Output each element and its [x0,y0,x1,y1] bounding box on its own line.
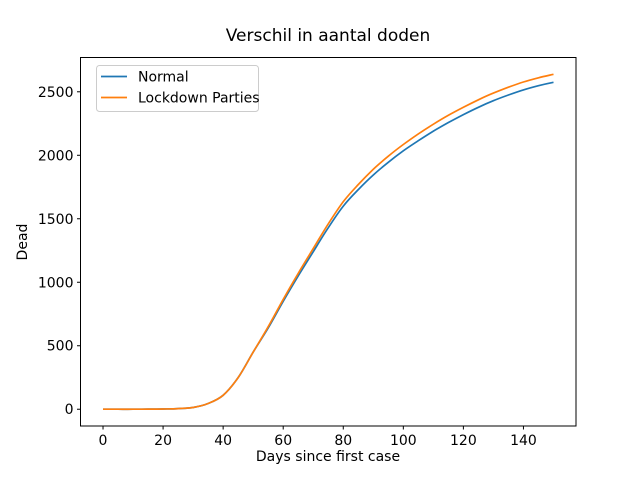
legend-label-lockdown-parties: Lockdown Parties [138,91,260,107]
y-tick-label: 1000 [38,275,74,291]
series-line-lockdown-parties [102,73,554,411]
x-tick-label: 40 [214,433,232,449]
y-tick-label: 1500 [38,212,74,228]
y-tick-label: 500 [47,339,74,355]
y-axis-label: Dead [15,224,31,261]
x-tick-label: 60 [274,433,292,449]
plot-series [102,73,554,411]
x-axis-label: Days since first case [256,449,400,465]
x-tick-label: 0 [99,433,108,449]
x-tick-label: 20 [154,433,172,449]
x-tick-label: 120 [450,433,477,449]
chart-title: Verschil in aantal doden [226,26,431,46]
x-axis-ticks: 0 20 40 60 80 100 120 140 [99,426,537,449]
x-tick-label: 100 [390,433,417,449]
y-tick-label: 2500 [38,85,74,101]
legend-box [96,65,259,112]
legend: Normal Lockdown Parties [96,65,260,112]
x-tick-label: 80 [334,433,352,449]
y-axis-ticks: 0 500 1000 1500 2000 2500 [38,85,81,418]
y-tick-label: 2000 [38,148,74,164]
plot-area [80,57,577,427]
legend-label-normal: Normal [138,70,189,86]
x-tick-label: 140 [510,433,537,449]
y-tick-label: 0 [65,402,74,418]
